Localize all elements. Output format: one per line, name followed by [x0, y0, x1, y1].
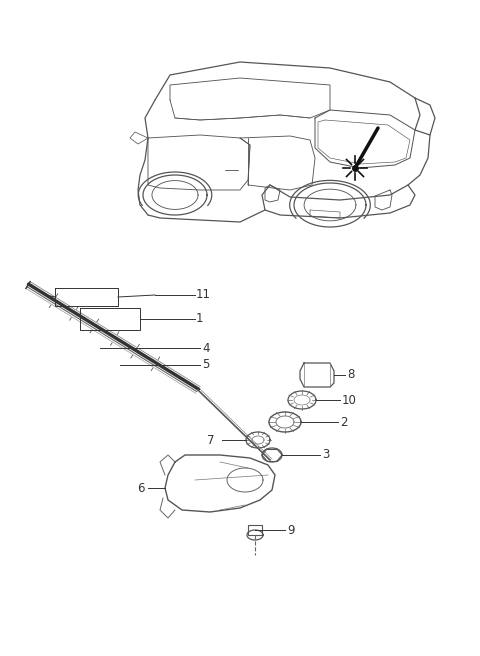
Text: 11: 11: [196, 289, 211, 302]
Text: 1: 1: [196, 312, 204, 325]
Text: 8: 8: [347, 369, 354, 382]
Text: 4: 4: [202, 342, 209, 354]
Text: 7: 7: [207, 434, 215, 447]
Text: 6: 6: [137, 482, 145, 495]
Text: 9: 9: [287, 523, 295, 537]
Text: 10: 10: [342, 394, 357, 407]
Text: 3: 3: [322, 449, 329, 462]
Text: 2: 2: [340, 415, 348, 428]
Text: 5: 5: [202, 358, 209, 371]
